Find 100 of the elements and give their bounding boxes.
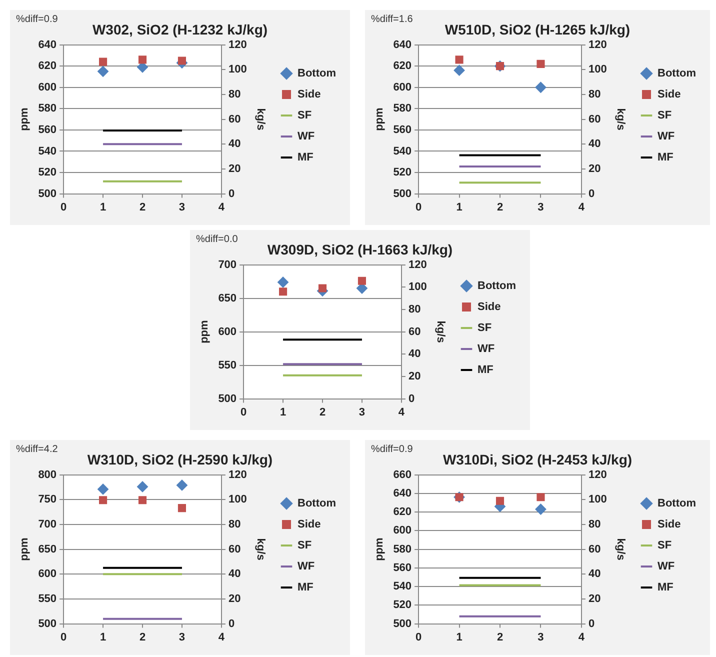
y-tick-label: 500 — [393, 188, 412, 200]
point — [278, 288, 288, 296]
y-tick-label: 540 — [38, 145, 57, 158]
point — [138, 496, 147, 504]
y-tick-label: 600 — [38, 81, 57, 94]
y2-tick-label: 120 — [228, 468, 247, 481]
y-tick-label: 620 — [393, 506, 412, 518]
x-tick-label: 3 — [178, 201, 186, 214]
x-tick-label: 0 — [60, 201, 67, 214]
point — [178, 56, 186, 65]
y-tick-label: 620 — [393, 60, 412, 72]
y2-tick-label: 120 — [408, 258, 427, 271]
legend-label: Bottom — [658, 68, 696, 80]
legend-label: Bottom — [298, 68, 336, 80]
point — [176, 480, 188, 491]
point — [138, 56, 147, 64]
x-tick-label: 4 — [218, 631, 226, 644]
y-axis-title: ppm — [374, 537, 386, 561]
y-tick-label: 640 — [393, 487, 412, 500]
y-tick-label: 560 — [393, 124, 412, 136]
y2-tick-label: 40 — [228, 138, 241, 150]
point — [535, 504, 546, 515]
y2-tick-label: 80 — [588, 88, 601, 100]
chart-title: W309D, SiO2 (H-1663 kJ/kg) — [267, 241, 453, 258]
y2-tick-label: 60 — [228, 113, 241, 126]
x-tick-label: 1 — [100, 201, 106, 214]
legend-label: WF — [298, 560, 315, 573]
y2-tick-label: 100 — [588, 494, 607, 506]
legend-label: Side — [478, 301, 501, 314]
chart-title: W310Di, SiO2 (H-2453 kJ/kg) — [442, 451, 632, 468]
legend-label: WF — [658, 560, 675, 573]
y2-tick-label: 60 — [588, 113, 601, 126]
y-tick-label: 620 — [38, 60, 57, 72]
legend-label: SF — [298, 110, 312, 122]
point — [278, 276, 289, 288]
y-tick-label: 550 — [38, 593, 57, 605]
point — [358, 276, 366, 285]
y-tick-label: 640 — [393, 38, 412, 51]
chart-title: W310D, SiO2 (H-2590 kJ/kg) — [87, 451, 273, 468]
y-axis-title: ppm — [198, 320, 211, 344]
x-tick-label: 4 — [578, 201, 586, 214]
y2-tick-label: 60 — [588, 543, 601, 556]
chart-title: W302, SiO2 (H-1232 kJ/kg) — [92, 21, 268, 38]
legend-label: MF — [298, 582, 314, 594]
x-tick-label: 0 — [240, 406, 247, 418]
y-tick-label: 640 — [38, 38, 57, 51]
point — [98, 66, 109, 77]
y-tick-label: 520 — [38, 166, 57, 179]
y2-axis-title: kg/s — [254, 538, 266, 560]
y2-tick-label: 80 — [228, 518, 241, 530]
point — [536, 493, 545, 502]
y2-tick-label: 100 — [408, 281, 427, 294]
y2-tick-label: 20 — [588, 593, 601, 605]
legend-label: MF — [658, 152, 674, 164]
point — [496, 496, 504, 505]
y-tick-label: 580 — [393, 543, 412, 556]
y-tick-label: 600 — [38, 568, 57, 580]
y2-tick-label: 120 — [588, 468, 607, 481]
point — [98, 496, 108, 504]
y2-axis-title: kg/s — [254, 108, 266, 130]
legend-label: SF — [658, 540, 672, 552]
legend-label: Bottom — [658, 498, 696, 510]
y-axis-title: ppm — [374, 107, 386, 131]
y-tick-label: 800 — [38, 468, 57, 481]
y-tick-label: 600 — [393, 81, 412, 94]
y-tick-label: 500 — [38, 618, 57, 630]
y2-tick-label: 60 — [228, 543, 241, 556]
y-tick-label: 540 — [393, 580, 412, 593]
y2-tick-label: 40 — [588, 138, 601, 150]
y2-tick-label: 20 — [588, 163, 601, 175]
text: %diff=1.6 — [371, 14, 414, 25]
y-tick-label: 540 — [393, 145, 412, 158]
x-tick-label: 2 — [139, 201, 146, 214]
legend-label: MF — [298, 152, 314, 164]
y-tick-label: 650 — [218, 292, 237, 304]
y2-tick-label: 0 — [228, 188, 235, 200]
x-tick-label: 2 — [496, 631, 504, 644]
x-tick-label: 0 — [415, 631, 422, 644]
y-tick-label: 700 — [38, 518, 57, 530]
y2-tick-label: 80 — [408, 304, 421, 316]
text: %diff=0.9 — [371, 444, 414, 455]
chart-title: W510D, SiO2 (H-1265 kJ/kg) — [444, 21, 630, 38]
x-tick-label: 1 — [456, 201, 462, 214]
x-tick-label: 3 — [538, 201, 544, 214]
y2-tick-label: 100 — [228, 494, 247, 506]
x-tick-label: 2 — [319, 406, 326, 418]
point — [318, 284, 327, 292]
text: %diff=4.2 — [16, 444, 58, 455]
y2-tick-label: 40 — [228, 568, 241, 580]
legend-label: WF — [658, 130, 675, 143]
text: %diff=0.9 — [16, 14, 58, 25]
y2-tick-label: 20 — [228, 593, 241, 605]
point — [137, 481, 148, 492]
point — [98, 484, 109, 495]
y2-tick-label: 20 — [228, 163, 241, 175]
y-tick-label: 700 — [218, 258, 237, 271]
y-tick-label: 500 — [38, 188, 57, 200]
y-tick-label: 520 — [393, 599, 412, 612]
y-axis-title: ppm — [18, 107, 31, 131]
point — [455, 56, 464, 64]
